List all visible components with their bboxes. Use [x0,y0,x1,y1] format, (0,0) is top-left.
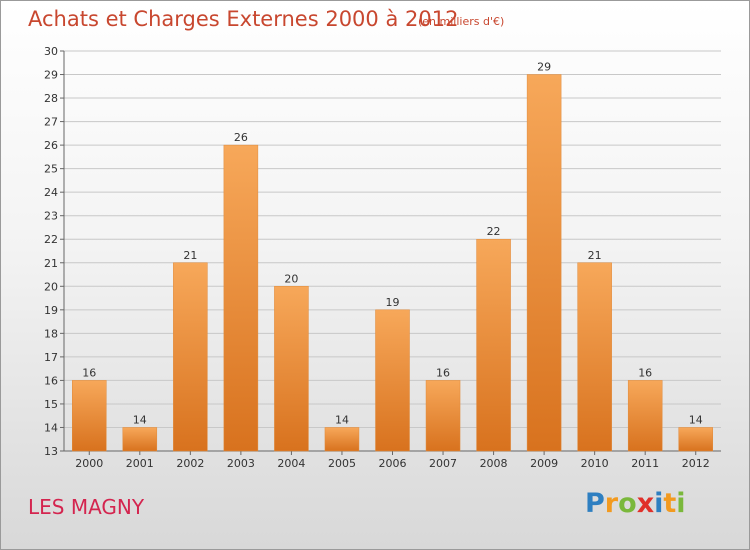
data-label: 29 [537,61,551,74]
town-name: LES MAGNY [28,495,145,519]
logo-letter: x [636,488,655,519]
x-tick-label: 2001 [126,457,154,470]
bar [425,380,461,452]
data-label: 20 [284,272,298,285]
bar [577,262,612,452]
y-tick-label: 17 [44,351,58,364]
data-label: 21 [183,249,197,262]
data-label: 26 [234,131,248,144]
bar [627,380,663,452]
y-tick-label: 13 [44,445,58,458]
y-tick-label: 24 [44,186,58,199]
x-tick-label: 2002 [176,457,204,470]
chart-subtitle: (en milliers d'€) [418,15,505,28]
data-label: 19 [386,296,400,309]
y-tick-label: 22 [44,233,58,246]
y-tick-label: 25 [44,163,58,176]
y-tick-label: 23 [44,210,58,223]
labels: 2000 16 2001 14 2002 21 2003 26 2004 20 2005 14 2006… [75,61,709,470]
y-tick-label: 26 [44,139,58,152]
x-tick-label: 2004 [277,457,305,470]
bar [223,144,259,452]
x-tick-label: 2010 [581,457,609,470]
logo-letter: o [618,488,637,519]
x-tick-label: 2009 [530,457,558,470]
data-label: 21 [588,249,602,262]
y-tick-label: 16 [44,374,58,387]
data-label: 16 [82,366,96,379]
y-tick-label: 29 [44,69,58,82]
chart-title: Achats et Charges Externes 2000 à 2012 [28,7,459,31]
x-tick-label: 2000 [75,457,103,470]
bar [526,74,562,452]
logo-letter: t [663,488,677,519]
y-tick-label: 19 [44,304,58,317]
y-tick-label: 28 [44,92,58,105]
x-tick-label: 2007 [429,457,457,470]
y-tick-label: 14 [44,421,58,434]
data-label: 14 [689,413,703,426]
logo-letter: i [676,488,686,519]
y-tick-label: 21 [44,257,58,270]
x-tick-label: 2005 [328,457,356,470]
x-tick-label: 2008 [480,457,508,470]
data-label: 16 [638,366,652,379]
bar [122,427,158,452]
x-tick-label: 2006 [379,457,407,470]
logo-letter: P [585,488,605,519]
data-label: 22 [487,225,501,238]
proxiti-logo[interactable]: Proxiti [585,488,686,519]
bar [72,380,107,452]
y-tick-label: 18 [44,327,58,340]
x-tick-label: 2003 [227,457,255,470]
bar [274,286,309,452]
logo-letter: r [604,488,619,519]
x-tick-label: 2011 [631,457,659,470]
bar [324,427,360,452]
data-label: 16 [436,366,450,379]
y-tick-label: 20 [44,280,58,293]
bar [375,309,410,452]
y-tick-label: 15 [44,398,58,411]
y-tick-label: 27 [44,116,58,129]
logo-letter: i [654,488,664,519]
bar [678,427,713,452]
data-label: 14 [133,413,147,426]
x-tick-label: 2012 [682,457,710,470]
bar [476,238,511,452]
data-label: 14 [335,413,349,426]
y-tick-label: 30 [44,45,58,58]
bars [72,74,713,452]
bar [173,262,208,452]
